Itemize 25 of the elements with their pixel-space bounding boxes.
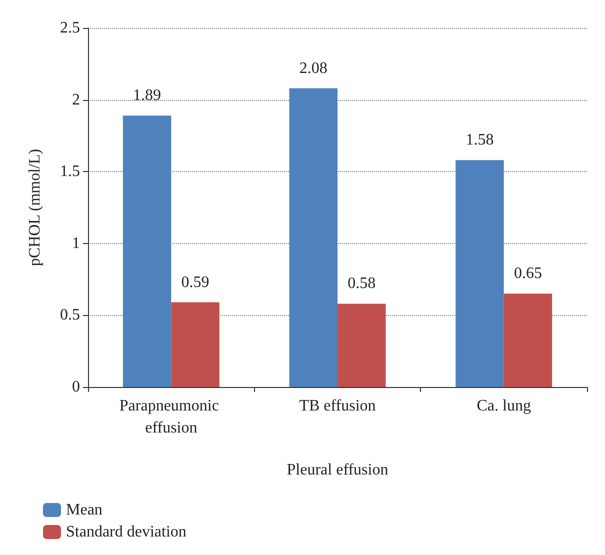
y-tick-label: 2 (72, 91, 80, 108)
legend-label: Standard deviation (66, 524, 186, 540)
y-tick-label: 1 (72, 234, 80, 252)
bar (338, 304, 386, 387)
y-tick-label: 2.5 (60, 20, 80, 36)
y-tick-label: 0.5 (60, 306, 80, 324)
data-label: 0.59 (181, 274, 210, 291)
x-tick-label: Ca. lung (476, 398, 531, 414)
bar (122, 116, 172, 387)
data-label: 2.08 (299, 60, 328, 77)
x-tick-label: TB effusion (299, 398, 376, 414)
data-label: 1.89 (133, 87, 162, 104)
data-label: 0.65 (514, 265, 542, 282)
x-axis-title: Pleural effusion (286, 462, 388, 478)
data-label: 1.58 (466, 132, 494, 149)
y-axis-title: pCHOL (mmol/L) (26, 148, 44, 266)
y-tick-label: 1.5 (60, 163, 80, 180)
x-tick-label: Parapneumonic effusion (119, 398, 223, 436)
bar (171, 302, 220, 387)
bar (504, 294, 552, 387)
y-tick-label: 0 (72, 378, 80, 396)
legend-label: Mean (66, 502, 102, 518)
data-label: 0.58 (348, 275, 376, 292)
bar (289, 88, 338, 387)
bar (456, 160, 504, 387)
